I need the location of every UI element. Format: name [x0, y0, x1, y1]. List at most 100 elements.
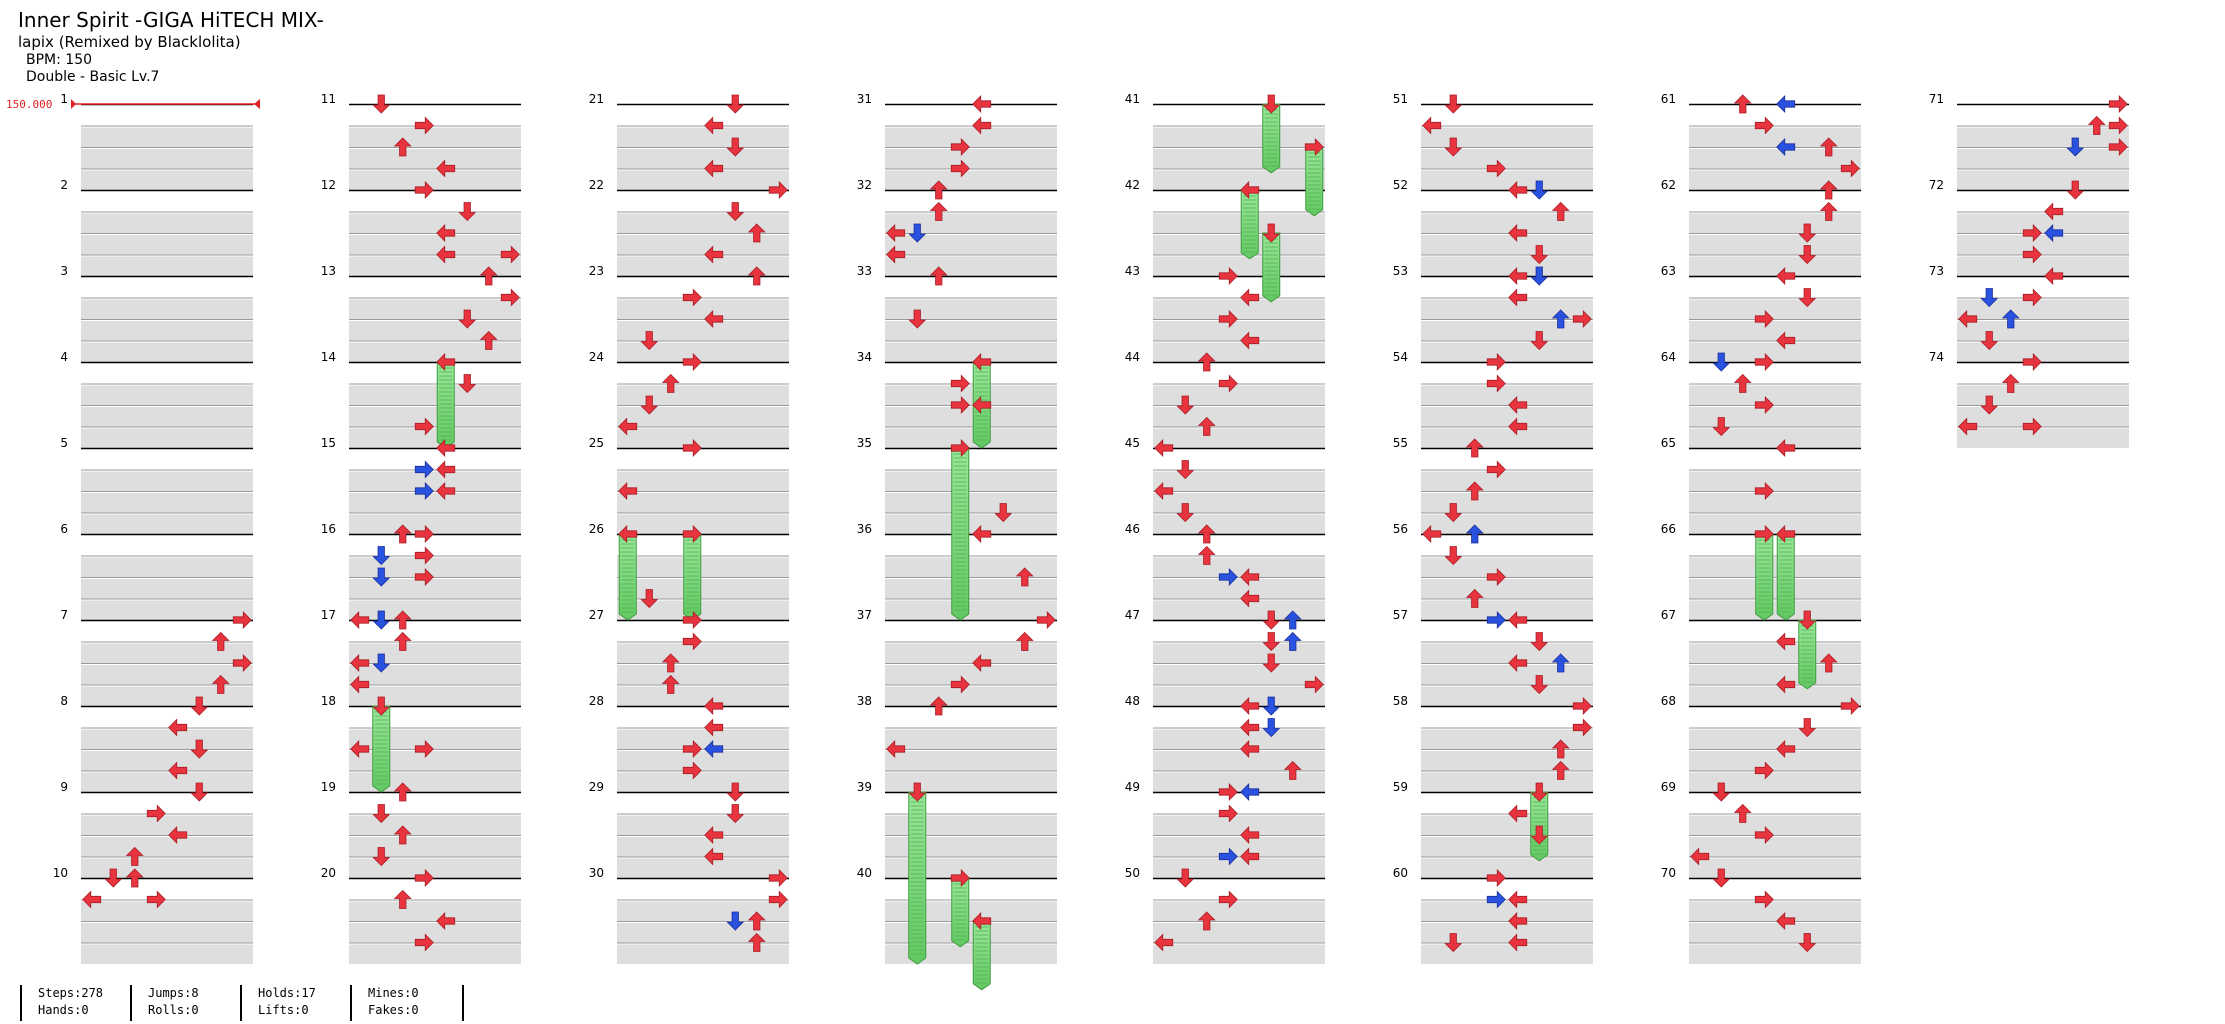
measure-band-top: [1421, 706, 1593, 728]
stats-bar: Steps:278 Hands:0 Jumps:8 Rolls:0 Holds:…: [20, 985, 464, 1021]
song-difficulty: Double - Basic Lv.7: [26, 69, 160, 86]
arrow-down-quarter: [1444, 503, 1463, 523]
arrow-left-quarter: [1240, 331, 1260, 350]
arrow-up-quarter: [661, 674, 680, 694]
beat-band: [349, 235, 521, 255]
arrow-right-quarter: [1486, 374, 1506, 393]
hold-body: [1755, 533, 1774, 621]
beat-band: [885, 407, 1057, 427]
beat-band: [1153, 321, 1325, 341]
arrow-left-quarter: [704, 718, 724, 737]
arrow-up-quarter: [2001, 373, 2020, 393]
arrow-left-quarter: [1240, 288, 1260, 307]
beat-band: [349, 321, 521, 341]
beat-band: [1421, 923, 1593, 943]
arrow-down-hold-head: [908, 782, 927, 802]
measure-band-top: [81, 276, 253, 298]
measure-label: 14: [321, 350, 336, 364]
beat-band: [81, 149, 253, 169]
arrow-left-quarter: [1240, 826, 1260, 844]
arrow-up-quarter: [1197, 524, 1216, 544]
arrow-left-hold-head: [1776, 525, 1796, 543]
beat-band: [81, 235, 253, 255]
beat-band: [349, 493, 521, 513]
beat-band: [885, 729, 1057, 749]
arrow-left-hold-head: [1240, 181, 1260, 199]
arrow-up-quarter: [1819, 137, 1838, 157]
measure-band-top: [1957, 190, 2129, 212]
arrow-down-quarter: [1712, 782, 1731, 802]
bpm-marker: 150.000: [6, 98, 260, 111]
arrow-up-quarter: [393, 610, 412, 630]
arrow-down-eighth: [372, 567, 391, 587]
arrow-right-quarter: [1218, 890, 1238, 909]
beat-band: [1689, 665, 1861, 685]
measure-label: 56: [1393, 522, 1408, 536]
bpm-label: 150.000: [6, 98, 52, 111]
arrow-left-quarter: [2044, 267, 2064, 285]
beat-band: [617, 213, 789, 233]
beat-band: [349, 600, 521, 620]
measure-band-top: [1421, 104, 1593, 126]
arrow-down-quarter: [458, 309, 477, 329]
arrow-up-quarter: [1465, 481, 1484, 501]
measure-band-top: [349, 878, 521, 900]
arrow-down-quarter: [908, 309, 927, 329]
beat-band: [349, 471, 521, 491]
measure-band-top: [1153, 190, 1325, 212]
arrow-down-quarter: [1798, 718, 1817, 738]
arrow-down-quarter: [1444, 933, 1463, 953]
beat-band: [81, 385, 253, 405]
beat-band: [617, 321, 789, 341]
beat-band: [885, 428, 1057, 448]
beat-band: [1689, 493, 1861, 513]
arrow-down-quarter: [1530, 825, 1549, 845]
measure-label: 5: [60, 436, 68, 450]
beat-band: [1689, 729, 1861, 749]
arrow-left-eighth: [1776, 95, 1796, 113]
beat-band: [885, 149, 1057, 169]
beat-band: [1689, 235, 1861, 255]
beat-band: [1689, 579, 1861, 599]
arrow-right-eighth: [414, 482, 434, 500]
arrow-down-quarter: [372, 804, 391, 824]
hold-body: [1776, 533, 1795, 621]
measure-label: 22: [589, 178, 604, 192]
stat-lifts: Lifts:0: [258, 1003, 309, 1017]
arrow-left-quarter: [168, 761, 188, 780]
arrow-right-quarter: [1754, 761, 1774, 780]
arrow-up-quarter: [1733, 373, 1752, 393]
arrow-left-quarter: [886, 224, 906, 242]
arrow-left-quarter: [1958, 310, 1978, 328]
beat-band: [1153, 729, 1325, 749]
beat-band: [885, 213, 1057, 233]
arrow-down-eighth: [372, 610, 391, 630]
beat-band: [1957, 235, 2129, 255]
beat-band: [81, 127, 253, 147]
beat-band: [1153, 407, 1325, 427]
arrow-left-quarter: [618, 482, 638, 500]
beat-band: [1421, 579, 1593, 599]
arrow-left-quarter: [436, 159, 456, 178]
beat-band: [349, 815, 521, 835]
beat-band: [1153, 923, 1325, 943]
beat-band: [885, 471, 1057, 491]
arrow-left-quarter: [1154, 933, 1174, 952]
arrow-down-quarter: [1530, 331, 1549, 351]
beat-band: [349, 213, 521, 233]
beat-band: [81, 557, 253, 577]
measure-label: 8: [60, 694, 68, 708]
measure-label: 41: [1125, 92, 1140, 106]
arrow-right-quarter: [1572, 697, 1592, 715]
arrow-left-quarter: [350, 654, 370, 672]
beat-band: [81, 299, 253, 319]
beat-band: [349, 751, 521, 771]
arrow-down-eighth: [1530, 266, 1549, 286]
arrow-down-quarter: [1798, 288, 1817, 308]
arrow-up-quarter: [125, 846, 144, 866]
beat-band: [1689, 385, 1861, 405]
beat-band: [349, 837, 521, 857]
arrow-left-quarter: [1154, 482, 1174, 500]
arrow-up-quarter: [1551, 739, 1570, 759]
measure-label: 65: [1661, 436, 1676, 450]
